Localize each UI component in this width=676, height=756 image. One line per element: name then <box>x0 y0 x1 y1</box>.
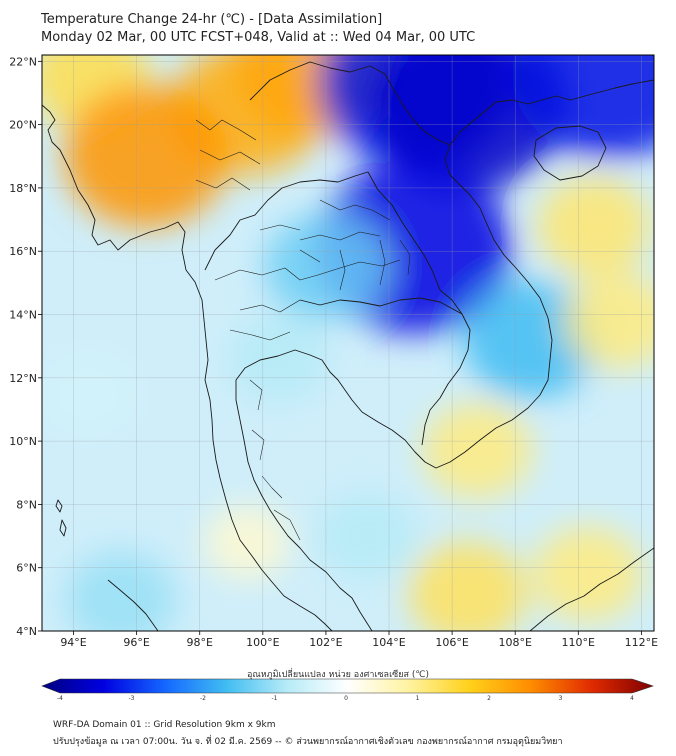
coastline-borneo <box>529 547 654 631</box>
andaman-islands <box>55 499 67 537</box>
map-plot-area <box>42 55 654 631</box>
colorbar-tick-label: 1 <box>416 695 420 702</box>
colorbar-tick-label: -1 <box>272 695 278 702</box>
graticule <box>42 55 654 631</box>
colorbar: -4 -3 -2 -1 0 1 2 3 4 <box>41 678 654 702</box>
coastline-south-china <box>495 79 654 105</box>
colorbar-bar <box>41 678 654 694</box>
colorbar-tick-label: 2 <box>487 695 491 702</box>
hainan-island <box>533 125 607 181</box>
lat-tick-label: 20°N <box>9 119 37 132</box>
lon-tick-label: 102°E <box>309 636 342 649</box>
map-subtitle: Monday 02 Mar, 00 UTC FCST+048, Valid at… <box>41 30 476 45</box>
map-frame <box>41 54 655 632</box>
colorbar-tick-label: -2 <box>200 695 206 702</box>
lat-tick-label: 12°N <box>9 372 37 385</box>
lat-tick-label: 10°N <box>9 435 37 448</box>
lat-tick-label: 8°N <box>16 498 37 511</box>
lat-tick-label: 18°N <box>9 182 37 195</box>
lon-tick-label: 106°E <box>435 636 468 649</box>
lat-tick-label: 6°N <box>16 562 37 575</box>
lat-tick-label: 16°N <box>9 245 37 258</box>
colorbar-tick-label: 3 <box>559 695 563 702</box>
coastline-sumatra <box>107 579 159 631</box>
field-blob <box>227 314 330 404</box>
lon-tick-label: 94°E <box>60 636 86 649</box>
coastlines-and-borders <box>42 61 654 631</box>
coastline-gulf-east <box>235 101 553 631</box>
lon-tick-label: 104°E <box>372 636 405 649</box>
lon-tick-label: 110°E <box>562 636 595 649</box>
lon-tick-label: 108°E <box>498 636 531 649</box>
temperature-field <box>42 55 654 631</box>
lon-tick-label: 96°E <box>123 636 149 649</box>
border-cambodia-vietnam <box>421 313 471 446</box>
latitude-labels: 22°N 20°N 18°N 16°N 14°N 12°N 10°N 8°N 6°N 4°N <box>9 55 42 638</box>
footer-model-info: WRF-DA Domain 01 :: Grid Resolution 9km … <box>53 720 276 730</box>
field-blob <box>63 84 229 228</box>
border-laos <box>367 171 463 315</box>
longitude-labels: 94°E 96°E 98°E 100°E 102°E 104°E 106°E 108°E 110… <box>60 631 658 649</box>
footer-credit: ปรับปรุงข้อมูล ณ เวลา 07:00น. วัน จ. ที่… <box>53 737 563 747</box>
field-blob <box>422 402 533 499</box>
border-myanmar-thailand <box>204 171 369 271</box>
field-blob <box>532 526 643 623</box>
border-china <box>249 61 451 146</box>
field-blob <box>204 505 290 580</box>
field-blob <box>315 491 418 581</box>
field-blob <box>536 176 652 276</box>
colorbar-tick-label: 0 <box>344 695 348 702</box>
lat-tick-label: 14°N <box>9 309 37 322</box>
colorbar-tick-label: -4 <box>57 695 63 702</box>
colorbar-tick-label: -3 <box>129 695 135 702</box>
field-blob <box>408 541 528 631</box>
coastline-west <box>42 104 333 631</box>
lon-tick-label: 112°E <box>625 636 658 649</box>
colorbar-tick-label: 4 <box>630 695 634 702</box>
field-blob <box>564 272 654 369</box>
colorbar-label: อุณหภูมิเปลี่ยนแปลง หน่วย องศาเซลเซียส (… <box>246 670 430 680</box>
lon-tick-label: 98°E <box>187 636 213 649</box>
field-blob <box>463 281 599 399</box>
lat-tick-label: 4°N <box>16 625 37 638</box>
border-thailand-cambodia <box>299 297 463 315</box>
provinces <box>195 119 411 541</box>
field-blob <box>65 551 177 631</box>
lat-tick-label: 22°N <box>9 55 37 68</box>
colorbar-ticks: -4 -3 -2 -1 0 1 2 3 4 <box>57 695 634 702</box>
map-title: Temperature Change 24-hr (℃) - [Data Ass… <box>41 12 383 27</box>
field-blob <box>44 354 135 433</box>
lon-tick-label: 100°E <box>246 636 279 649</box>
